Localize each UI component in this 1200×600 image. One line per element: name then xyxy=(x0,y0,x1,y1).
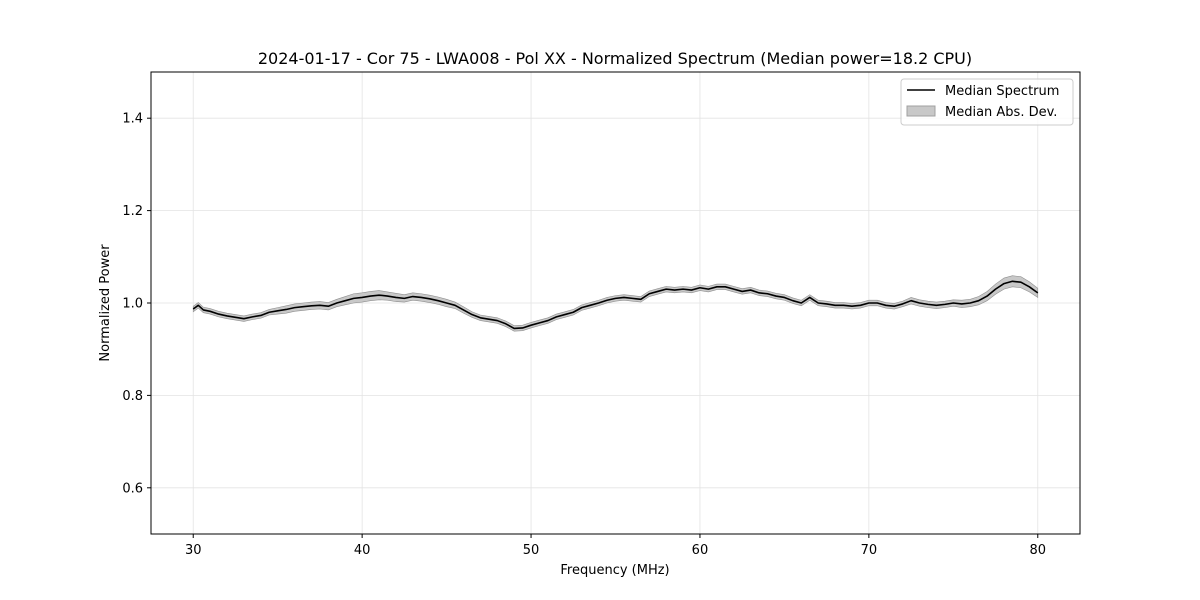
y-axis-ticks: 0.6 0.8 1.0 1.2 1.4 xyxy=(122,112,151,496)
chart-title: 2024-01-17 - Cor 75 - LWA008 - Pol XX - … xyxy=(258,49,972,68)
y-tick-label: 0.6 xyxy=(122,481,143,496)
y-axis-label: Normalized Power xyxy=(98,244,113,362)
y-tick-label: 1.2 xyxy=(122,204,143,219)
median-spectrum-line xyxy=(192,280,1039,330)
y-tick-label: 0.8 xyxy=(122,389,143,404)
median-line-layer xyxy=(192,280,1039,330)
legend-box xyxy=(900,78,1074,126)
x-tick-label: 30 xyxy=(185,543,202,558)
x-axis-label: Frequency (MHz) xyxy=(560,563,669,578)
x-tick-label: 50 xyxy=(523,543,540,558)
legend: Median Spectrum Median Abs. Dev. xyxy=(900,78,1074,126)
x-tick-label: 80 xyxy=(1029,543,1046,558)
x-tick-label: 60 xyxy=(692,543,709,558)
x-axis-ticks: 30 40 50 60 70 80 xyxy=(185,534,1046,558)
x-tick-label: 40 xyxy=(354,543,371,558)
legend-label-median-abs-dev: Median Abs. Dev. xyxy=(945,105,1057,120)
y-tick-label: 1.4 xyxy=(122,112,143,127)
legend-label-median-spectrum: Median Spectrum xyxy=(945,84,1059,99)
x-tick-label: 70 xyxy=(861,543,878,558)
legend-mad-band-swatch xyxy=(906,105,936,117)
y-tick-label: 1.0 xyxy=(122,297,143,312)
